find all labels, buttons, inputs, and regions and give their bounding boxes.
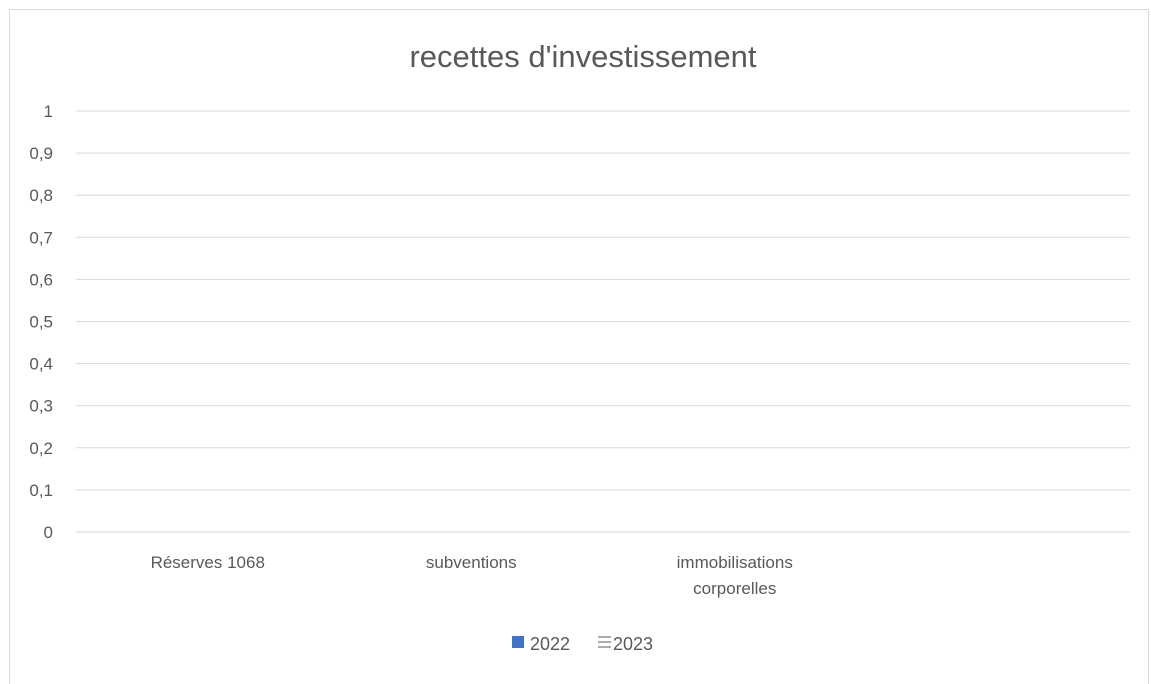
y-tick-label: 0,1 bbox=[29, 481, 53, 500]
y-tick-label: 0,2 bbox=[29, 439, 53, 458]
x-category-label-line: immobilisations bbox=[677, 553, 793, 572]
x-category-label-line: corporelles bbox=[693, 579, 776, 598]
y-tick-labels: 0 0,1 0,2 0,3 0,4 0,5 0,6 0,7 0,8 0,9 1 bbox=[29, 102, 53, 542]
y-tick-label: 0,3 bbox=[29, 397, 53, 416]
y-tick-label: 0,9 bbox=[29, 144, 53, 163]
y-tick-label: 0,4 bbox=[29, 355, 53, 374]
x-category-label: subventions bbox=[426, 553, 517, 572]
chart-frame bbox=[9, 9, 1149, 684]
legend: 2022 2023 bbox=[512, 634, 653, 654]
y-tick-label: 0,5 bbox=[29, 313, 53, 332]
x-category-label: Réserves 1068 bbox=[151, 553, 265, 572]
legend-swatch-2022 bbox=[512, 636, 524, 648]
legend-label-2022: 2022 bbox=[530, 634, 570, 654]
legend-label-2023: 2023 bbox=[613, 634, 653, 654]
legend-swatch-2023 bbox=[598, 636, 611, 648]
x-category-labels: Réserves 1068 subventions immobilisations c… bbox=[151, 553, 793, 598]
x-category-label: immobilisations corporelles bbox=[677, 553, 793, 598]
y-tick-label: 1 bbox=[44, 102, 53, 121]
y-tick-label: 0 bbox=[44, 523, 53, 542]
y-tick-label: 0,6 bbox=[29, 270, 53, 289]
x-category-label-line: subventions bbox=[426, 553, 517, 572]
y-tick-label: 0,7 bbox=[29, 228, 53, 247]
y-tick-label: 0,8 bbox=[29, 186, 53, 205]
chart-title: recettes d'investissement bbox=[409, 39, 756, 74]
grid-layer bbox=[76, 110, 1130, 533]
x-category-label-line: Réserves 1068 bbox=[151, 553, 265, 572]
